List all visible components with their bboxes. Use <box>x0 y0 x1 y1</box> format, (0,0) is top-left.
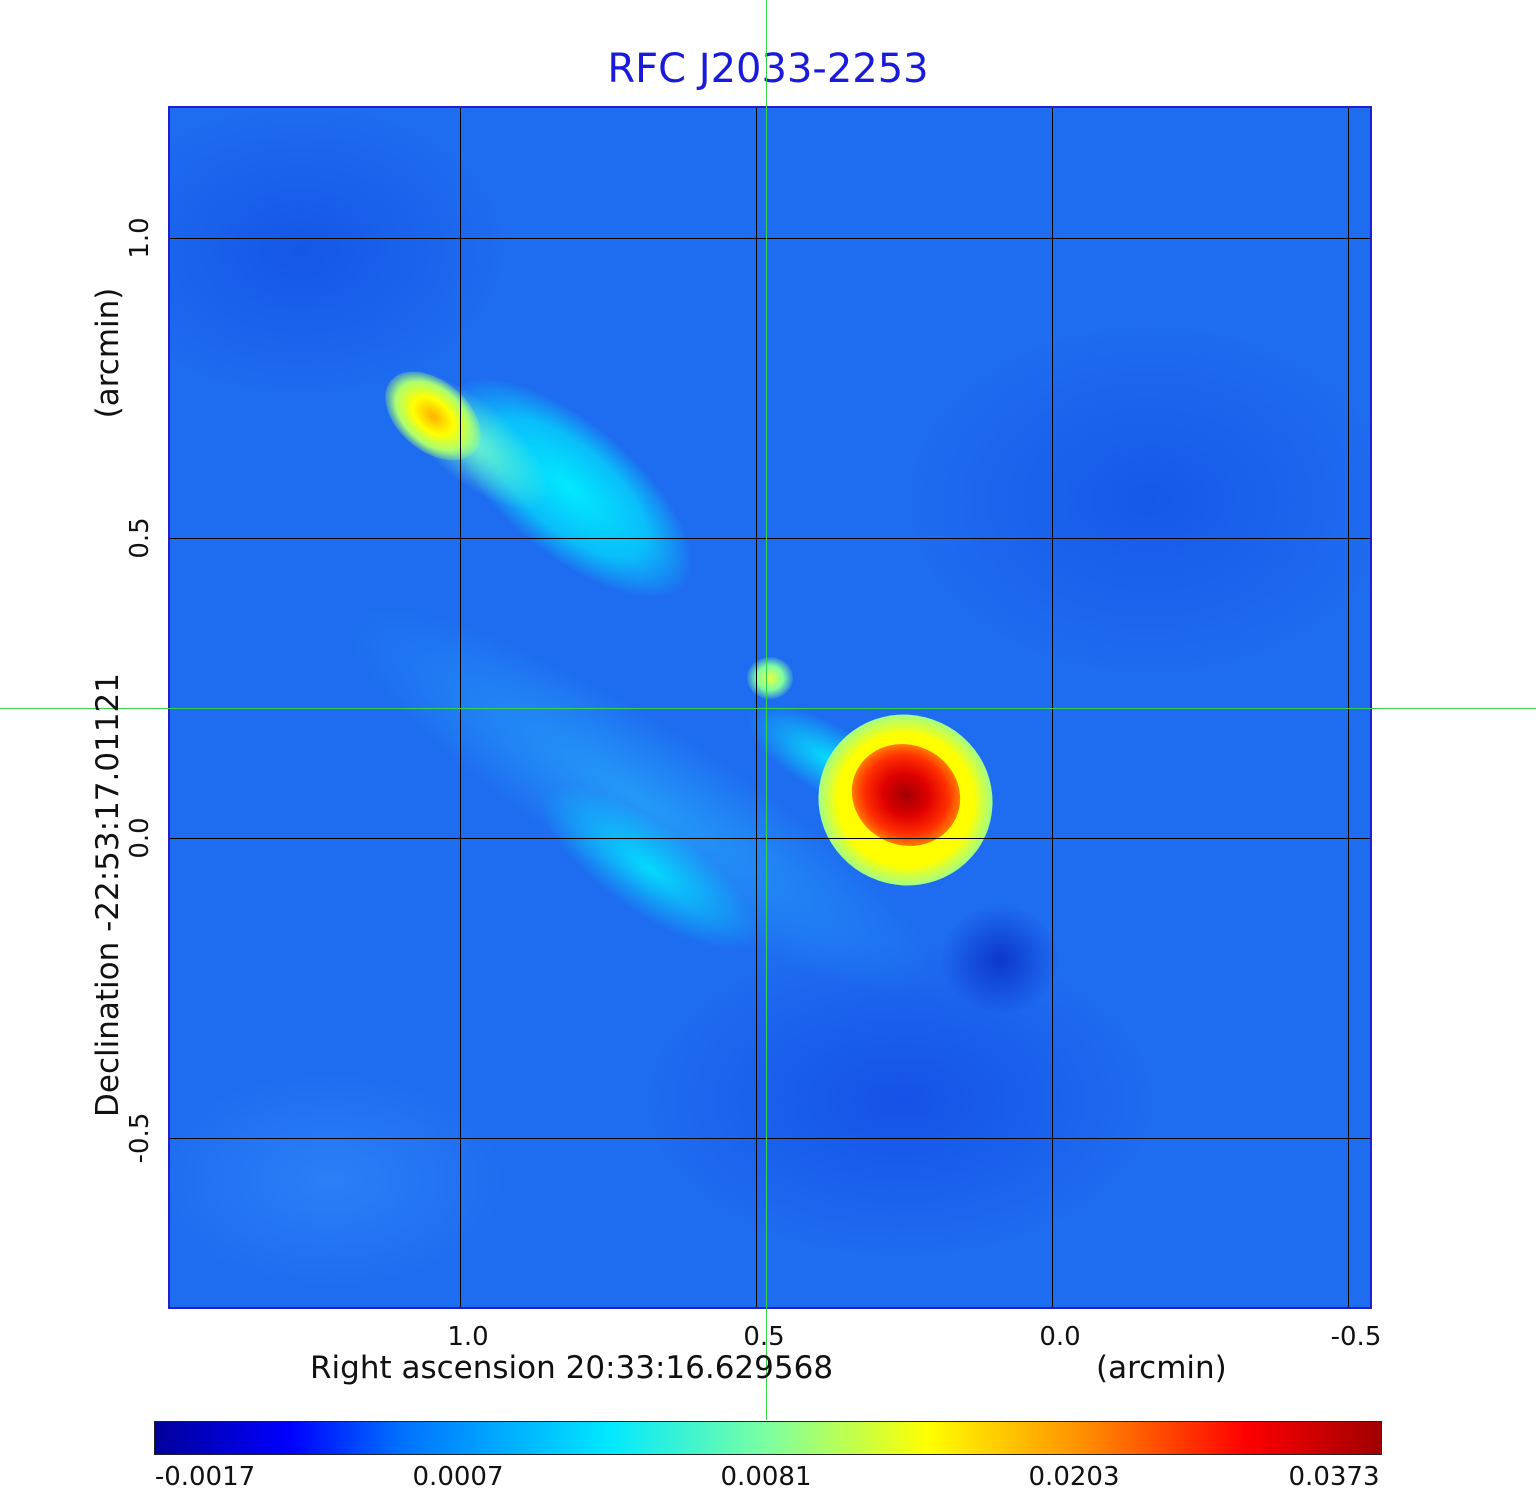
grid-line-x-1 <box>756 106 757 1309</box>
y-tick-label: 0.0 <box>125 817 155 859</box>
image-plot-area[interactable] <box>168 106 1372 1309</box>
crosshair-vertical <box>766 0 767 1420</box>
crosshair-horizontal <box>0 708 1536 709</box>
grid-line-x-2 <box>1052 106 1053 1309</box>
bg-dark-patch <box>900 320 1372 680</box>
x-tick-label: 1.0 <box>447 1322 489 1352</box>
grid-line-y-1 <box>168 538 1372 539</box>
y-tick-label: 0.5 <box>125 517 155 559</box>
bg-dark-patch <box>168 106 510 400</box>
x-axis-label: Right ascension 20:33:16.629568 <box>310 1350 834 1386</box>
colorbar <box>154 1421 1382 1455</box>
colorbar-tick-label: 0.0203 <box>1028 1462 1120 1492</box>
y-axis-unit: (arcmin) <box>90 287 126 419</box>
x-tick-label: -0.5 <box>1330 1322 1382 1352</box>
grid-line-y-0 <box>168 238 1372 239</box>
grid-line-x-0 <box>460 106 461 1309</box>
grid-line-x-3 <box>1348 106 1349 1309</box>
negative-trough <box>940 905 1060 1015</box>
x-axis-unit: (arcmin) <box>1096 1350 1227 1386</box>
bg-light-patch <box>168 1070 510 1290</box>
colorbar-tick-label: 0.0007 <box>412 1462 504 1492</box>
y-tick-label: 1.0 <box>125 217 155 259</box>
chart-title: RFC J2033-2253 <box>607 46 929 92</box>
grid-line-y-3 <box>168 1138 1372 1139</box>
y-axis-label: Declination -22:53:17.01121 <box>90 673 126 1117</box>
x-tick-label: 0.5 <box>743 1322 785 1352</box>
grid-line-y-2 <box>168 838 1372 839</box>
colorbar-tick-label: -0.0017 <box>154 1462 256 1492</box>
colorbar-tick-label: 0.0373 <box>1288 1462 1380 1492</box>
colorbar-tick-label: 0.0081 <box>720 1462 812 1492</box>
x-tick-label: 0.0 <box>1039 1322 1081 1352</box>
y-tick-label: -0.5 <box>125 1112 155 1164</box>
core <box>746 657 793 699</box>
